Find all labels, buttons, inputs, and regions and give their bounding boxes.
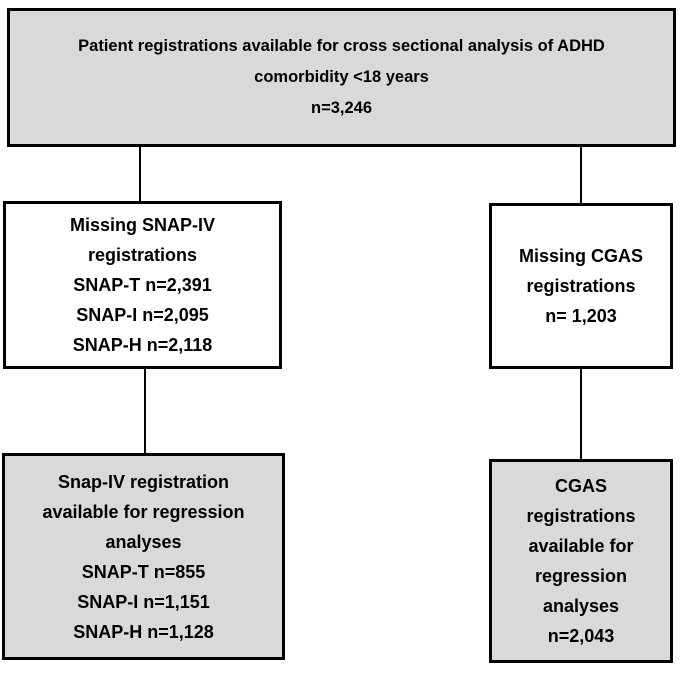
connector-line-top-to-missing-snap [139,147,141,201]
connector-line-missing-cgas-to-cgas-regression [580,369,582,459]
cgas-regression-box: CGAS registrations available for regress… [489,459,673,663]
missing-cgas-line: Missing CGAS [518,246,643,266]
cgas-regression-line: CGAS [554,476,607,496]
snap-iv-regression-line: SNAP-T n=855 [81,561,206,582]
snap-iv-regression-box: Snap-IV registration available for regre… [2,453,285,660]
top-box-patient-registrations: Patient registrations available for cros… [7,8,676,147]
missing-snap-iv-line: SNAP-H n=2,118 [72,335,213,355]
snap-iv-regression-line: analyses [105,531,182,552]
connector-line-missing-snap-to-snap-regression [144,369,146,453]
snap-iv-regression-line: SNAP-I n=1,151 [77,591,210,612]
snap-iv-regression-line: Snap-IV registration [57,471,230,492]
missing-cgas-line: registrations [526,276,636,296]
snap-iv-regression-line: SNAP-H n=1,128 [73,621,214,642]
cgas-regression-line: analyses [542,596,620,616]
missing-cgas-box: Missing CGAS registrations n= 1,203 [489,203,673,369]
cgas-regression-line: registrations [526,506,636,526]
missing-cgas-line: n= 1,203 [545,306,617,326]
missing-snap-iv-line: SNAP-T n=2,391 [73,275,212,295]
missing-snap-iv-line: Missing SNAP-IV [69,215,216,235]
snap-iv-regression-line: available for regression [42,501,245,522]
top-box-line: n=3,246 [310,99,372,117]
missing-snap-iv-box: Missing SNAP-IV registrations SNAP-T n=2… [3,201,282,369]
missing-snap-iv-line: SNAP-I n=2,095 [76,305,209,325]
connector-line-top-to-missing-cgas [580,147,582,203]
cgas-regression-line: available for [528,536,634,556]
top-box-line: comorbidity <18 years [254,68,429,86]
cgas-regression-line: regression [534,566,628,586]
missing-snap-iv-line: registrations [87,245,198,265]
top-box-line: Patient registrations available for cros… [78,37,605,55]
cgas-regression-line: n=2,043 [547,626,615,646]
